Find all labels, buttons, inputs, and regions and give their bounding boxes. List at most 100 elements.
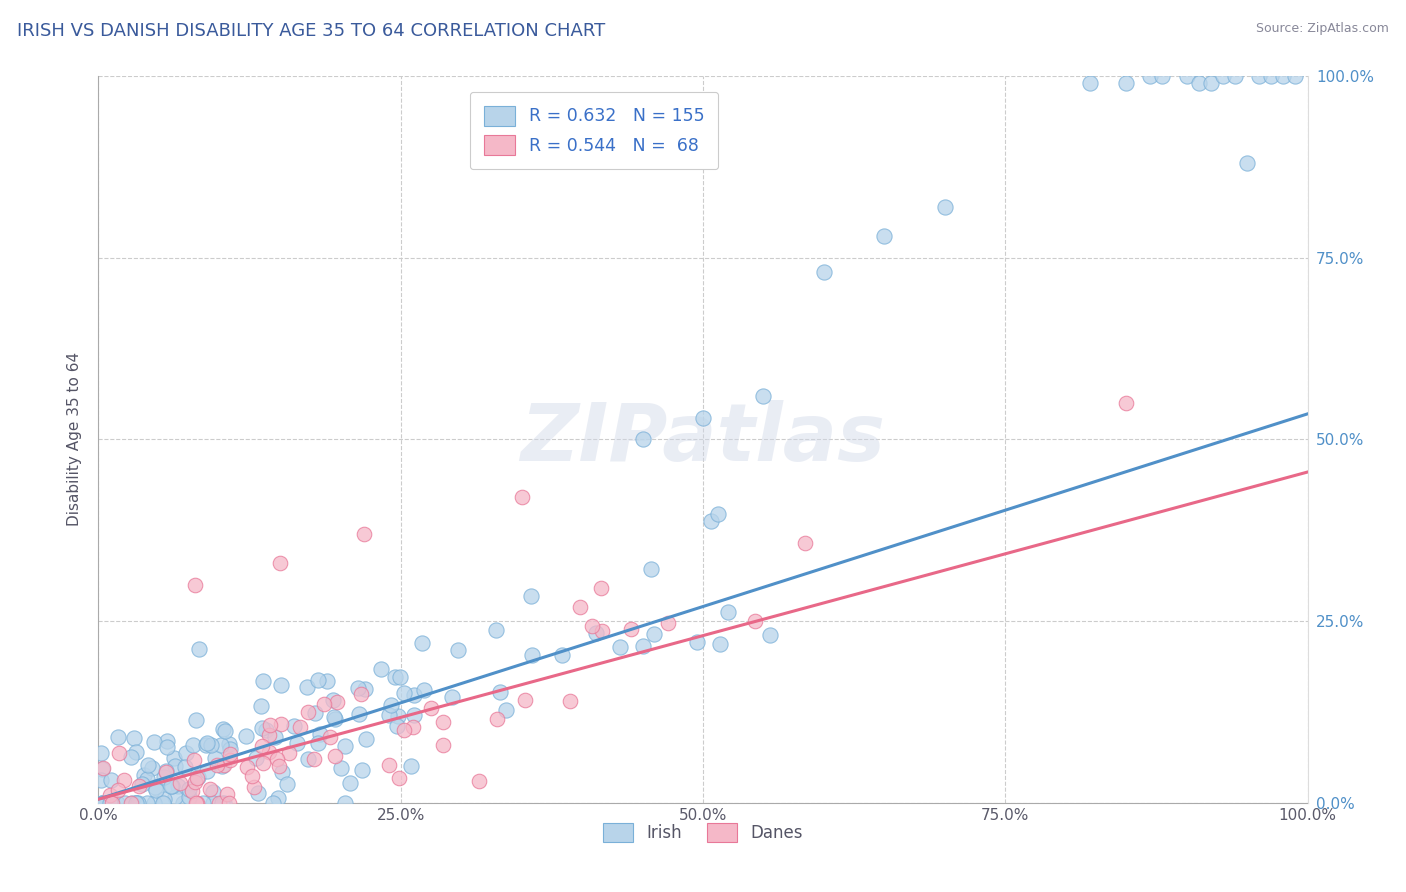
Point [1115,396,1137,410]
Point [412,682,434,697]
Text: Source: ZipAtlas.com: Source: ZipAtlas.com [1256,22,1389,36]
Point [352,763,374,777]
Point [569,599,592,614]
Point [114,796,136,810]
Point [522,648,544,662]
Point [1223,69,1246,83]
Point [121,796,143,810]
Point [309,726,332,740]
Point [354,732,377,747]
Point [934,200,956,214]
Point [125,796,148,810]
Point [510,491,533,505]
Point [1249,69,1271,83]
Point [347,681,370,696]
Point [269,556,291,570]
Point [402,720,425,734]
Point [155,764,177,779]
Point [167,779,190,793]
Point [295,680,318,694]
Point [411,636,433,650]
Point [350,687,373,701]
Point [186,796,208,810]
Point [204,751,226,765]
Point [243,780,266,794]
Point [385,719,408,733]
Point [392,723,415,738]
Point [330,761,353,775]
Point [163,750,186,764]
Point [188,641,211,656]
Point [112,772,135,787]
Point [187,770,209,784]
Point [620,622,643,636]
Point [752,389,775,403]
Point [179,782,201,797]
Point [1175,69,1198,83]
Point [1212,69,1234,83]
Point [432,715,454,730]
Point [609,640,631,655]
Point [447,643,470,657]
Point [127,796,149,810]
Point [288,720,311,734]
Point [183,753,205,767]
Point [160,779,183,793]
Point [195,738,218,752]
Point [179,790,201,805]
Point [377,757,399,772]
Point [717,605,740,619]
Point [758,627,780,641]
Point [94,796,117,810]
Point [98,788,121,802]
Point [267,790,290,805]
Point [276,777,298,791]
Point [200,739,222,753]
Point [485,624,508,638]
Point [219,742,242,756]
Point [90,772,112,787]
Point [181,739,204,753]
Point [285,736,308,750]
Point [266,752,288,766]
Point [1139,69,1161,83]
Point [794,536,817,550]
Point [257,745,280,759]
Point [322,693,344,707]
Point [384,670,406,684]
Legend: Irish, Danes: Irish, Danes [596,816,810,849]
Point [380,698,402,713]
Point [520,589,543,603]
Point [1078,76,1101,90]
Point [1152,69,1174,83]
Point [589,581,612,595]
Point [307,673,329,687]
Point [250,721,273,735]
Point [813,265,835,279]
Point [631,640,654,654]
Point [181,784,204,798]
Point [218,796,240,810]
Point [692,410,714,425]
Point [326,695,349,709]
Point [91,796,114,810]
Point [125,796,148,810]
Point [145,780,167,795]
Point [254,723,277,737]
Point [107,730,129,744]
Point [141,761,163,775]
Point [333,796,356,810]
Point [94,796,117,810]
Point [558,694,581,708]
Point [165,758,187,772]
Point [591,624,613,639]
Point [387,709,409,723]
Point [108,746,131,760]
Point [259,728,281,742]
Point [709,637,731,651]
Point [264,731,287,745]
Point [155,764,177,778]
Point [173,760,195,774]
Text: ZIPatlas: ZIPatlas [520,401,886,478]
Point [236,760,259,774]
